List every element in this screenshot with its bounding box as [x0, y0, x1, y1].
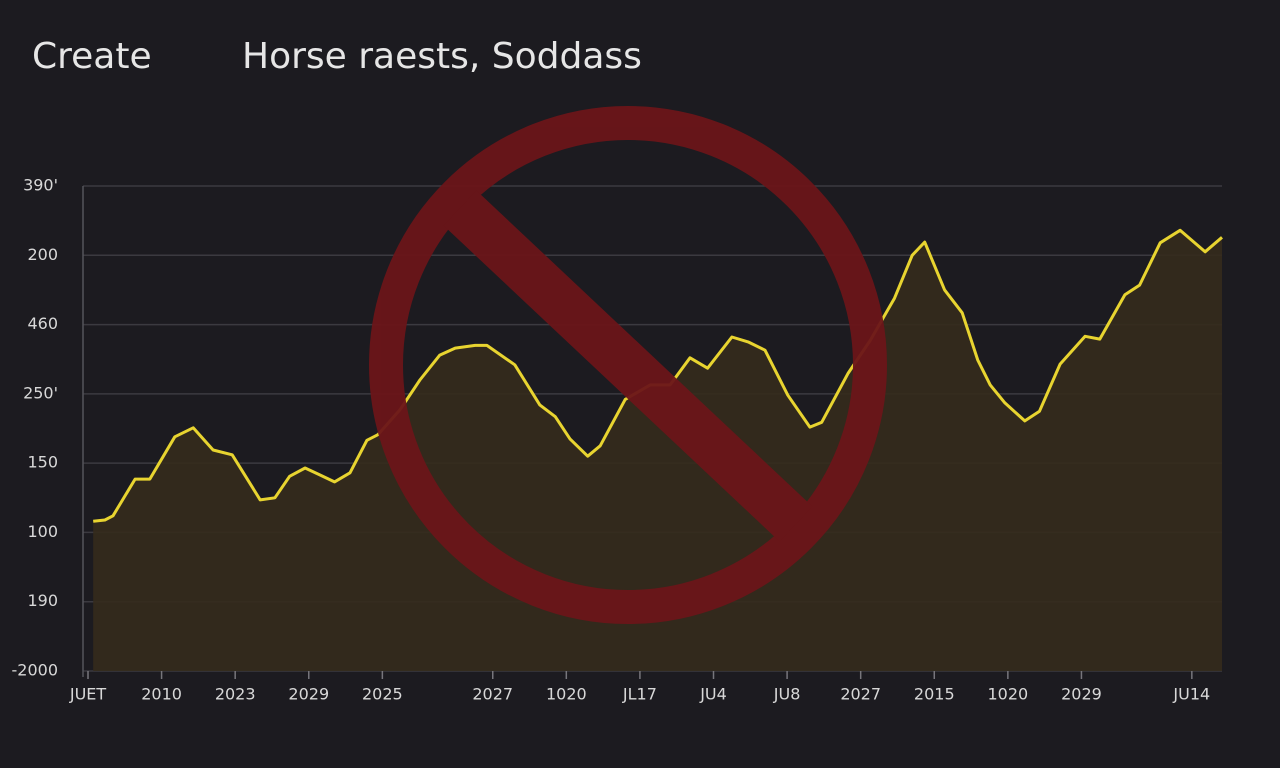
x-tick-label: 2025	[362, 685, 403, 704]
y-tick-label: 200	[27, 245, 58, 264]
x-tick-label: 2027	[472, 685, 513, 704]
chart-title: Horse raests, Soddass	[242, 36, 642, 77]
sign-bar	[443, 190, 813, 542]
area	[93, 230, 1223, 672]
x-tick-label: 2027	[840, 685, 881, 704]
x-tick-label: JL17	[622, 685, 657, 704]
y-tick-label: 190	[27, 591, 58, 610]
x-tick-label: 2010	[141, 685, 182, 704]
x-tick-label: 1020	[987, 685, 1028, 704]
create-label[interactable]: Create	[32, 36, 152, 77]
y-tick-label: 390'	[23, 176, 58, 195]
y-tick-label: 250'	[23, 383, 58, 402]
y-tick-label: 100	[27, 522, 58, 541]
x-tick-label: JU14	[1172, 685, 1210, 704]
x-tick-label: JUET	[69, 685, 107, 704]
prohibition-sign	[369, 106, 887, 624]
x-tick-label: 2023	[215, 685, 256, 704]
y-tick-label: 150	[27, 453, 58, 472]
x-tick-label: 2015	[914, 685, 955, 704]
plot: -2000 190 100 150 250' 460 200 390' JUET 2010 2023…	[12, 176, 1223, 704]
x-tick-label: 1020	[546, 685, 587, 704]
x-tick-label: 2029	[288, 685, 329, 704]
y-tick-label: -2000	[12, 661, 59, 680]
x-tick-label: 2029	[1061, 685, 1102, 704]
x-tick-label: JU8	[773, 685, 801, 704]
x-tick-label: JU4	[699, 685, 727, 704]
y-tick-label: 460	[27, 314, 58, 333]
sign-ring	[369, 106, 887, 624]
